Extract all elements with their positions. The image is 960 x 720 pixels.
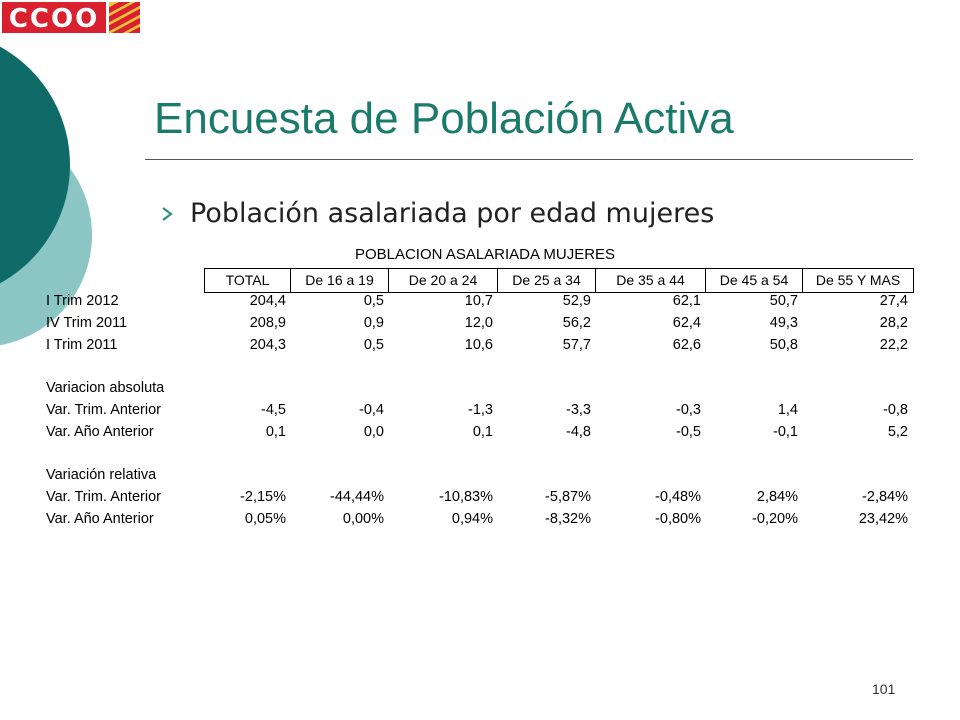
title-divider xyxy=(145,159,913,160)
logo-text: CCOO xyxy=(9,4,99,34)
table-cell: -4,8 xyxy=(566,424,591,440)
table-cell: 0,00% xyxy=(342,511,384,527)
row-label: Var. Trim. Anterior xyxy=(46,489,161,505)
table-cell: 50,8 xyxy=(769,337,798,353)
table-header: TOTAL De 16 a 19 De 20 a 24 De 25 a 34 De 35… xyxy=(204,268,914,293)
table-row: IV Trim 2011 208,9 0,9 12,0 56,2 62,4 49,3 28,2 xyxy=(46,312,912,334)
table-cell: 62,1 xyxy=(672,293,701,309)
slide-subtitle: Población asalariada por edad mujeres xyxy=(190,198,715,229)
table-cell: -8,32% xyxy=(545,511,591,527)
subtitle-row: Población asalariada por edad mujeres xyxy=(160,198,714,229)
table-cell: -0,80% xyxy=(655,511,701,527)
table-cell: 28,2 xyxy=(879,315,908,331)
table-cell: -10,83% xyxy=(438,489,493,505)
slide-title: Encuesta de Población Activa xyxy=(154,94,734,143)
table-cell: 62,4 xyxy=(672,315,701,331)
table-row: Var. Trim. Anterior -4,5 -0,4 -1,3 -3,3 -0,3 1… xyxy=(46,399,912,421)
table-cell: -0,5 xyxy=(676,424,701,440)
table-cell: -0,1 xyxy=(773,424,798,440)
row-label: Var. Trim. Anterior xyxy=(46,402,161,418)
table-row: Var. Trim. Anterior -2,15% -44,44% -10,83% -… xyxy=(46,486,912,508)
table-cell: -1,3 xyxy=(468,402,493,418)
table-cell: -0,48% xyxy=(655,489,701,505)
chevron-bullet-icon xyxy=(162,206,173,221)
table-row: I Trim 2011 204,3 0,5 10,6 57,7 62,6 50,8 22,2 xyxy=(46,334,912,356)
table-cell: 1,4 xyxy=(777,402,798,418)
table-cell: 50,7 xyxy=(769,293,798,309)
table-cell: -2,84% xyxy=(862,489,908,505)
table-cell: 2,84% xyxy=(756,489,798,505)
row-label: Var. Año Anterior xyxy=(46,511,154,527)
column-header: De 20 a 24 xyxy=(389,269,498,292)
column-header: De 25 a 34 xyxy=(498,269,596,292)
table-cell: 56,2 xyxy=(562,315,591,331)
row-label: Variación relativa xyxy=(46,467,157,483)
table-cell: 204,3 xyxy=(249,337,286,353)
table-cell: -5,87% xyxy=(545,489,591,505)
table-cell: 0,0 xyxy=(363,424,384,440)
column-header: TOTAL xyxy=(205,269,291,292)
table-cell: 204,4 xyxy=(249,293,286,309)
table-row: Variacion absoluta xyxy=(46,377,204,399)
row-label: IV Trim 2011 xyxy=(46,315,128,331)
table-cell: 22,2 xyxy=(879,337,908,353)
table-cell: 10,6 xyxy=(464,337,493,353)
column-header: De 55 Y MAS xyxy=(815,272,901,288)
table-cell: 12,0 xyxy=(464,315,493,331)
dark-teal-circle xyxy=(0,46,70,284)
table-cell: -44,44% xyxy=(329,489,384,505)
row-label: Var. Año Anterior xyxy=(46,424,154,440)
table-cell: 57,7 xyxy=(562,337,591,353)
table-cell: 0,5 xyxy=(363,337,384,353)
table-cell: 27,4 xyxy=(879,293,908,309)
table-cell: 0,1 xyxy=(472,424,493,440)
table-cell: -4,5 xyxy=(261,402,286,418)
table-cell: 0,05% xyxy=(244,511,286,527)
table-cell: -0,3 xyxy=(676,402,701,418)
table-row: Var. Año Anterior 0,1 0,0 0,1 -4,8 -0,5 -0,1 5,… xyxy=(46,421,912,443)
table-cell: -0,4 xyxy=(359,402,384,418)
table-cell: -3,3 xyxy=(566,402,591,418)
ccoo-logo: CCOO xyxy=(0,0,142,35)
column-header: De 35 a 44 xyxy=(596,269,706,292)
table-cell: 208,9 xyxy=(249,315,286,331)
row-label: I Trim 2011 xyxy=(46,337,118,353)
table-cell: -0,20% xyxy=(752,511,798,527)
table-caption: POBLACION ASALARIADA MUJERES xyxy=(354,246,616,263)
table-cell: -0,8 xyxy=(883,402,908,418)
table-cell: 49,3 xyxy=(769,315,798,331)
table-cell: 10,7 xyxy=(464,293,493,309)
table-cell: 0,94% xyxy=(451,511,493,527)
table-cell: 0,1 xyxy=(265,424,286,440)
table-cell: 23,42% xyxy=(858,511,908,527)
row-label: I Trim 2012 xyxy=(46,293,119,309)
table-cell: 5,2 xyxy=(887,424,908,440)
column-header: De 16 a 19 xyxy=(291,269,389,292)
column-header: De 45 a 54 xyxy=(706,269,803,292)
table-cell: -2,15% xyxy=(240,489,286,505)
table-cell: 0,9 xyxy=(363,315,384,331)
table-row: I Trim 2012 204,4 0,5 10,7 52,9 62,1 50,7 27,4 xyxy=(46,290,912,312)
table-cell: 0,5 xyxy=(363,293,384,309)
table-row: Var. Año Anterior 0,05% 0,00% 0,94% -8,32% -0… xyxy=(46,508,912,530)
row-label: Variacion absoluta xyxy=(46,380,165,396)
table-cell: 62,6 xyxy=(672,337,701,353)
table-row: Variación relativa xyxy=(46,464,204,486)
table-cell: 52,9 xyxy=(562,293,591,309)
page-number: 101 xyxy=(872,681,896,697)
